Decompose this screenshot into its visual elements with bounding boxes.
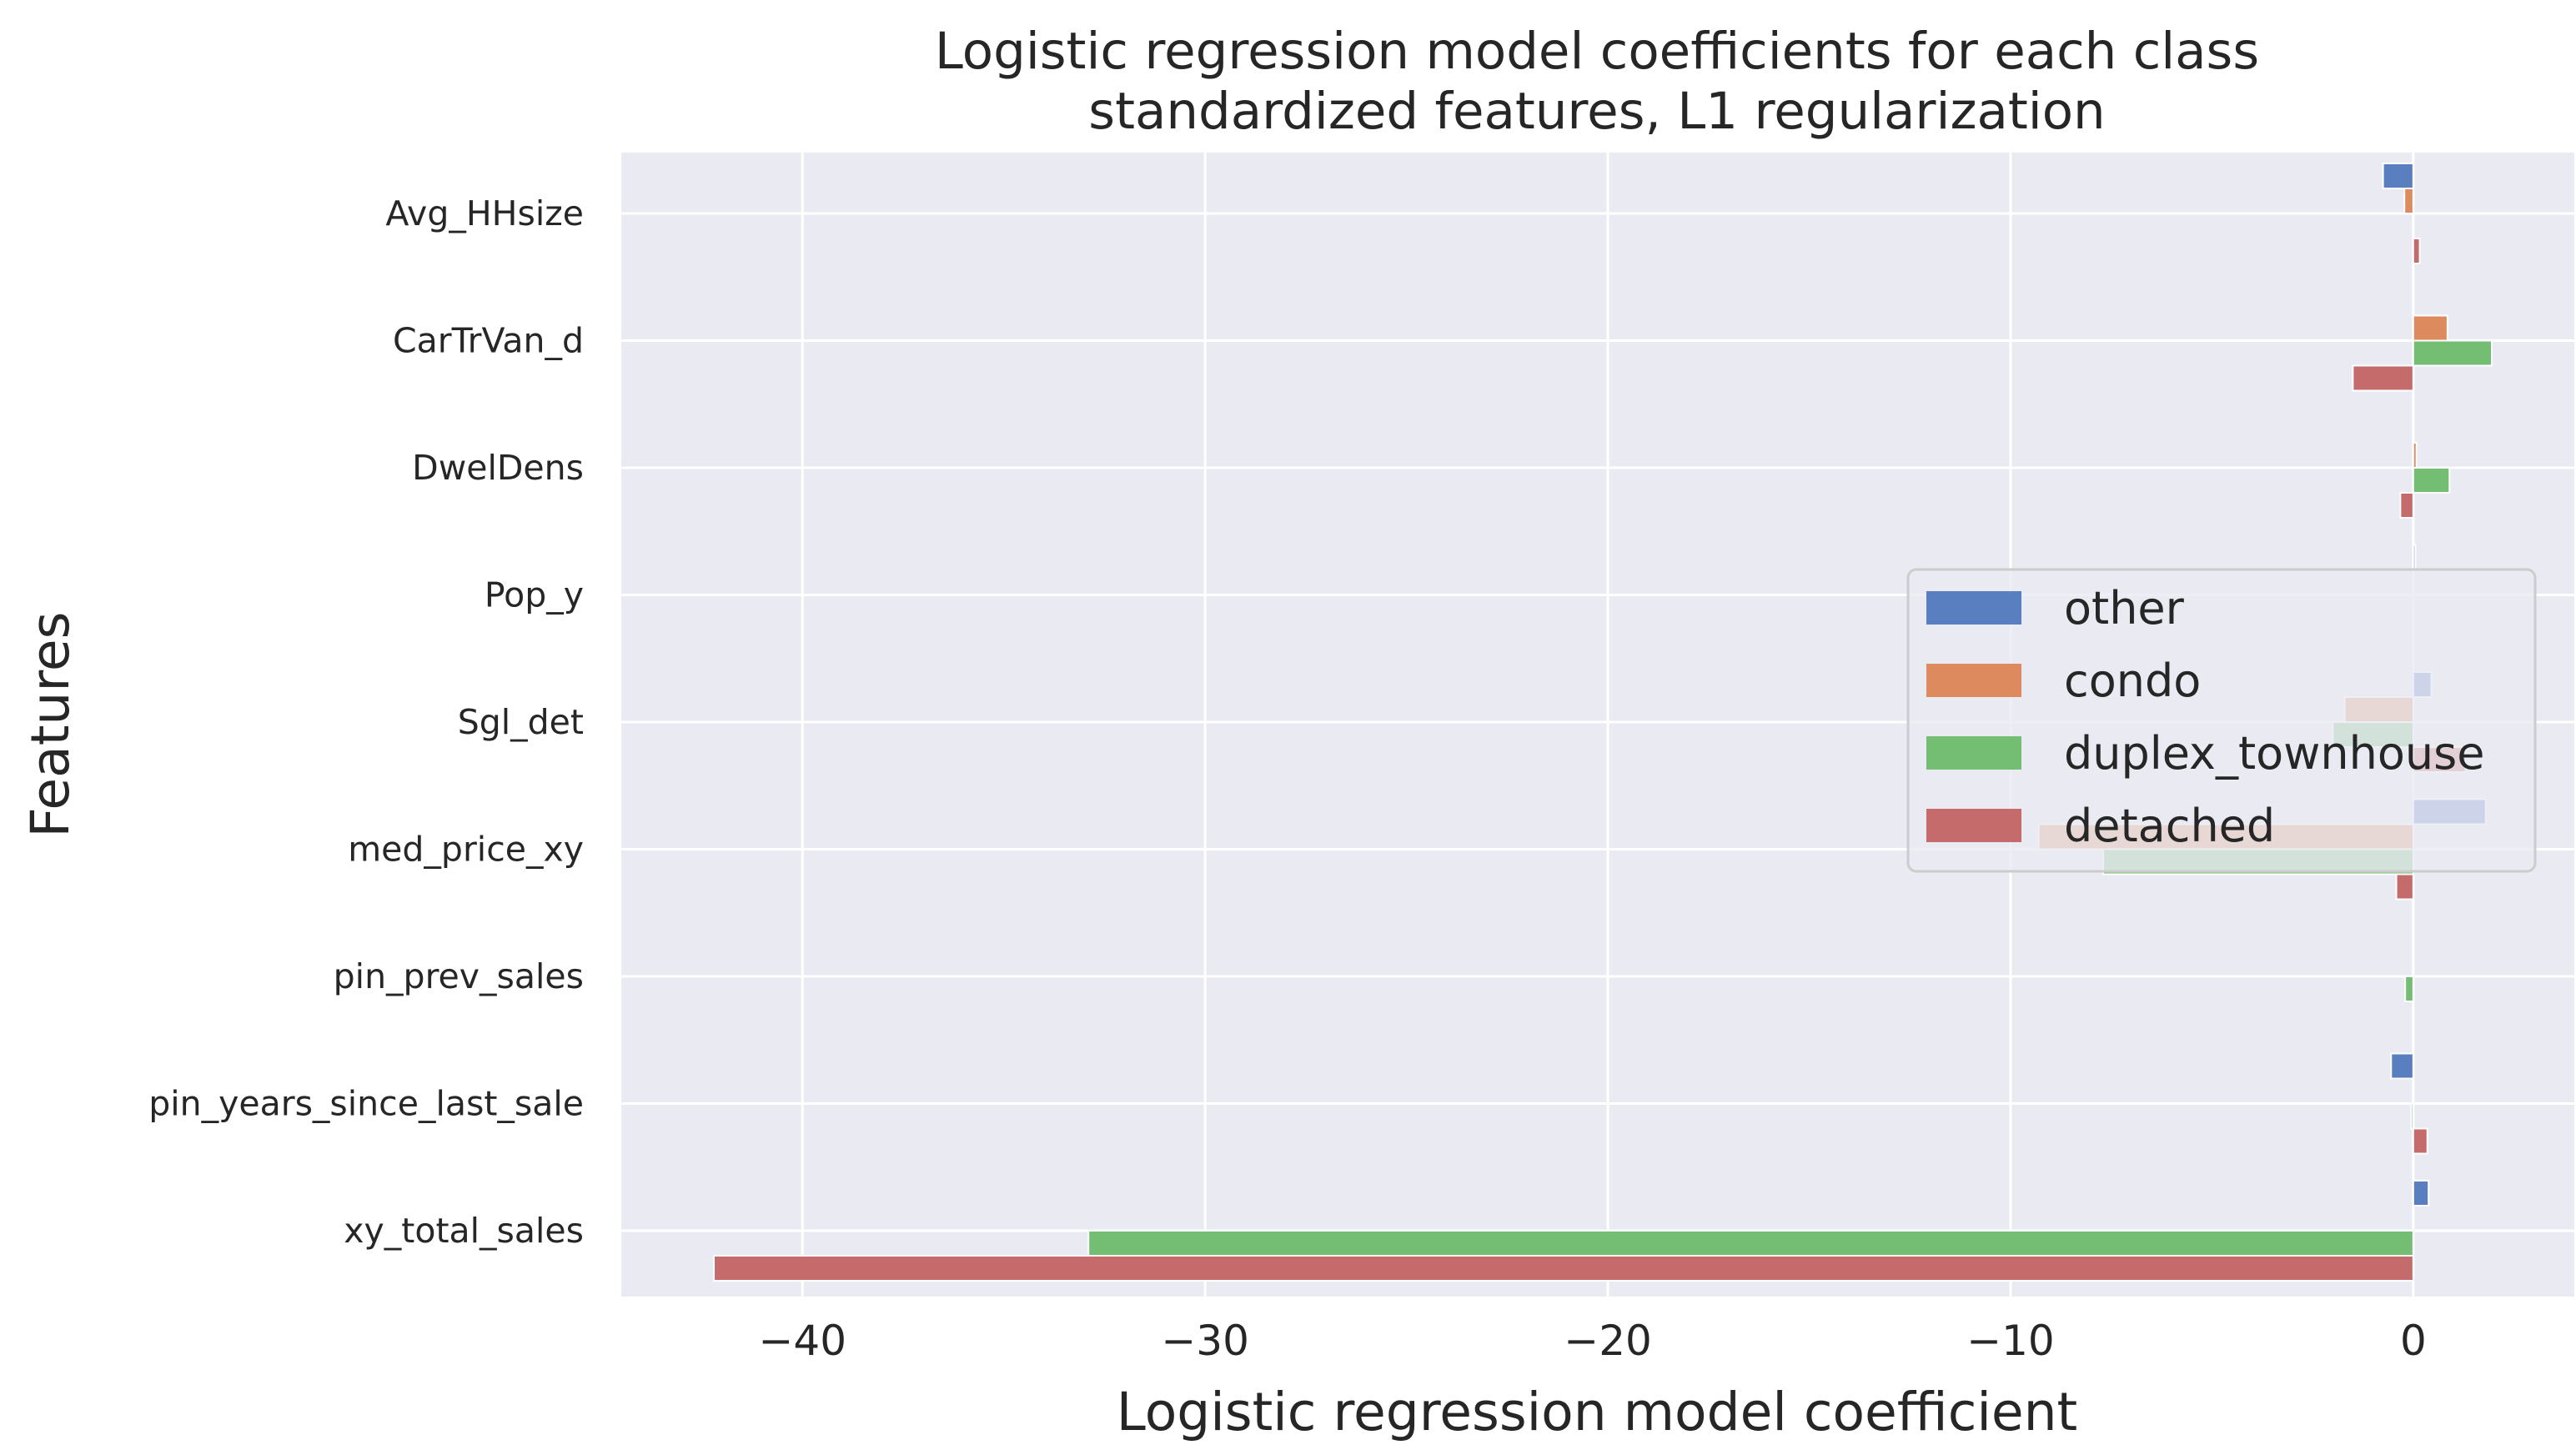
y-tick-label: pin_prev_sales (334, 956, 584, 996)
y-ticks: Avg_HHsize CarTrVan_d DwelDens Pop_y Sgl_det… (148, 193, 584, 1251)
legend-swatch-condo (1926, 664, 2021, 697)
x-ticks: −40 −30 −20 −10 0 (759, 1317, 2427, 1365)
y-tick-label: Sgl_det (458, 702, 584, 742)
legend-label-duplex_townhouse: duplex_townhouse (2064, 727, 2484, 780)
bar-detached-xy_total_sales (713, 1255, 2414, 1282)
x-tick-label: 0 (2400, 1317, 2427, 1365)
bar-condo-Avg_HHsize (2403, 188, 2414, 214)
bar-other-xy_total_sales (2412, 1180, 2430, 1207)
legend-swatch-other (1926, 591, 2021, 625)
bar-duplex_townhouse-xy_total_sales (1087, 1230, 2414, 1257)
y-tick-label: pin_years_since_last_sale (148, 1084, 584, 1124)
bar-other-Avg_HHsize (2382, 163, 2414, 189)
x-tick-label: −20 (1564, 1317, 1652, 1365)
chart-title-line-2: standardized features, L1 regularization (1088, 82, 2105, 141)
legend-swatch-detached (1926, 809, 2021, 842)
y-tick-label: med_price_xy (348, 830, 584, 870)
legend-label-other: other (2064, 582, 2185, 635)
bar-other-Pop_y (2412, 544, 2417, 571)
y-axis-label: Features (20, 612, 81, 838)
bar-duplex_townhouse-pin_prev_sales (2404, 976, 2414, 1002)
x-tick-label: −40 (759, 1317, 847, 1365)
y-tick-label: DwelDens (412, 448, 584, 488)
bar-duplex_townhouse-CarTrVan_d (2412, 339, 2493, 367)
legend-swatch-duplex_townhouse (1926, 736, 2021, 770)
y-tick-label: xy_total_sales (344, 1211, 584, 1251)
bar-other-pin_years_since_last_sale (2390, 1052, 2414, 1080)
chart-title-line-1: Logistic regression model coefficients f… (935, 22, 2259, 81)
bar-duplex_townhouse-pin_years_since_last_sale (2410, 1102, 2414, 1130)
bar-condo-CarTrVan_d (2412, 314, 2448, 342)
bar-duplex_townhouse-DwelDens (2412, 467, 2451, 494)
y-tick-label: Avg_HHsize (385, 193, 584, 233)
x-tick-label: −10 (1966, 1317, 2055, 1365)
legend-label-condo: condo (2064, 655, 2201, 707)
legend-box (1906, 568, 2537, 873)
x-tick-label: −30 (1161, 1317, 1249, 1365)
bar-detached-DwelDens (2399, 492, 2414, 519)
x-axis-label: Logistic regression model coefficient (1117, 1382, 2078, 1442)
bar-detached-CarTrVan_d (2352, 364, 2414, 392)
legend-label-detached: detached (2064, 800, 2275, 852)
legend: other condo duplex_townhouse detached (1906, 568, 2537, 873)
bar-detached-med_price_xy (2395, 873, 2414, 901)
y-tick-label: Pop_y (485, 575, 584, 615)
y-tick-label: CarTrVan_d (393, 321, 584, 361)
bar-condo-DwelDens (2412, 442, 2418, 469)
bar-detached-Avg_HHsize (2412, 238, 2421, 264)
bar-detached-pin_years_since_last_sale (2412, 1127, 2428, 1155)
